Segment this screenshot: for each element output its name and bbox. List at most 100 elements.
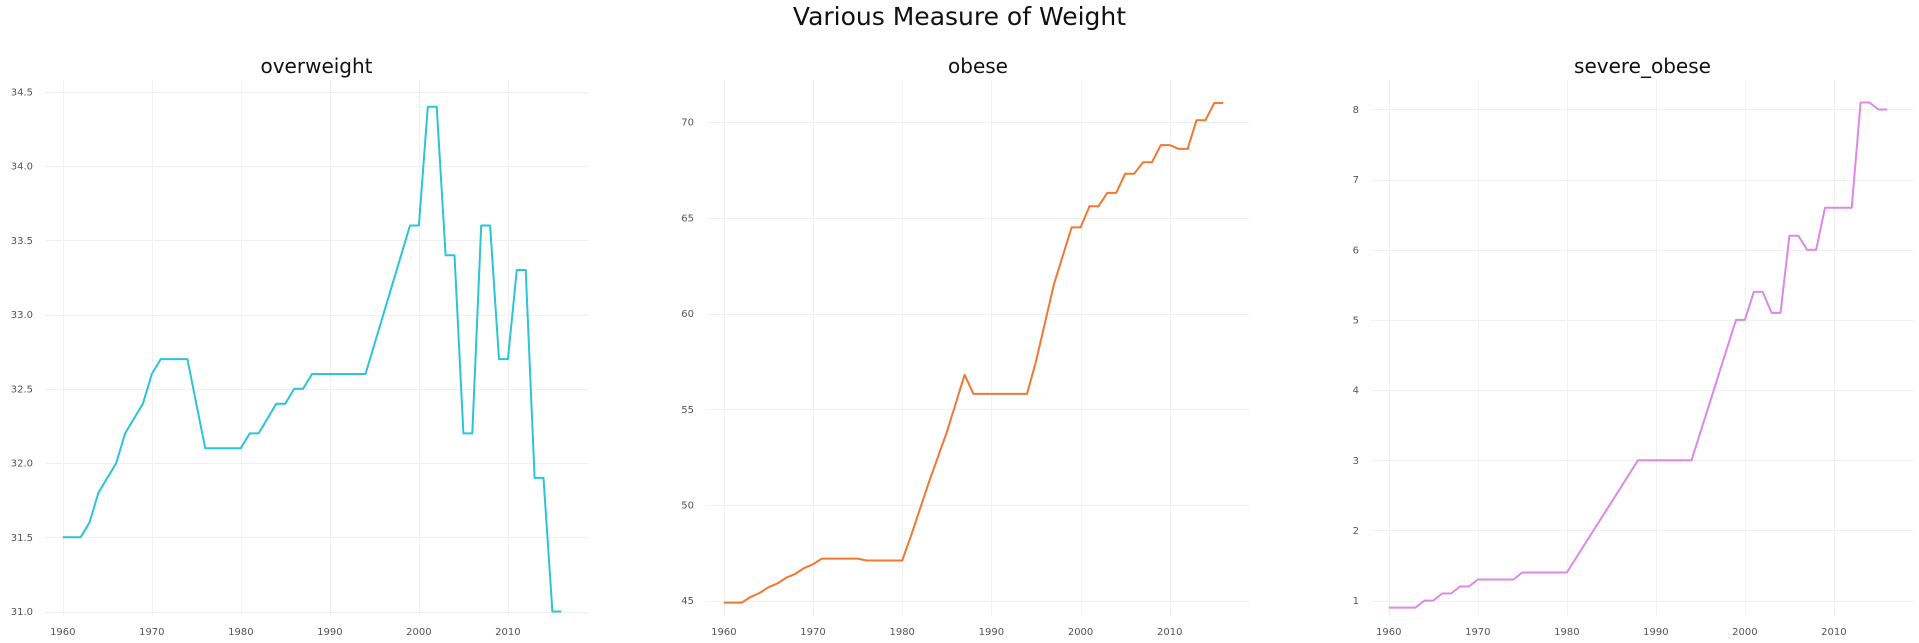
- data-point: [444, 253, 448, 257]
- data-point: [873, 559, 877, 563]
- y-tick-label: 6: [1353, 245, 1359, 256]
- x-tick-label: 2010: [1821, 627, 1846, 638]
- data-point: [417, 224, 421, 228]
- data-point: [1052, 283, 1056, 287]
- data-point: [820, 557, 824, 561]
- y-tick-label: 33.0: [11, 310, 33, 321]
- y-tick-label: 8: [1353, 105, 1359, 116]
- data-point: [865, 559, 869, 563]
- data-point: [1547, 571, 1551, 575]
- data-point: [488, 224, 492, 228]
- y-tick-label: 60: [681, 309, 694, 320]
- data-point: [1770, 311, 1774, 315]
- x-tick-label: 2010: [1157, 627, 1182, 638]
- data-point: [1088, 204, 1092, 208]
- data-point: [811, 562, 815, 566]
- data-point: [758, 591, 762, 595]
- data-point: [1885, 108, 1889, 112]
- data-point: [1186, 147, 1190, 151]
- data-point: [1212, 101, 1216, 105]
- y-tick-label: 32.5: [11, 384, 33, 395]
- data-point: [1529, 571, 1533, 575]
- y-tick-label: 45: [681, 596, 694, 607]
- data-point: [1503, 578, 1507, 582]
- data-point: [292, 387, 296, 391]
- subplot-title: overweight: [260, 54, 372, 78]
- data-point: [847, 557, 851, 561]
- data-point: [310, 372, 314, 376]
- data-point: [766, 585, 770, 589]
- y-tick-label: 2: [1353, 526, 1359, 537]
- data-point: [542, 476, 546, 480]
- data-point: [1690, 458, 1694, 462]
- data-point: [1203, 118, 1207, 122]
- data-point: [972, 392, 976, 396]
- data-point: [257, 431, 261, 435]
- chart-overweight: overweight 1960 1970 1980 1990 2000 2010 31.0 31…: [11, 54, 588, 638]
- series-line: [1388, 101, 1888, 609]
- data-point: [123, 431, 127, 435]
- data-point: [927, 480, 931, 484]
- data-point: [1779, 311, 1783, 315]
- data-point: [1141, 160, 1145, 164]
- y-tick-label: 5: [1353, 315, 1359, 326]
- data-point: [1414, 606, 1418, 610]
- data-point: [1476, 578, 1480, 582]
- data-point: [1761, 290, 1765, 294]
- data-point: [1061, 254, 1065, 258]
- data-point: [954, 402, 958, 406]
- data-point: [722, 601, 726, 605]
- data-point: [1043, 321, 1047, 325]
- data-point: [1132, 172, 1136, 176]
- y-tick-label: 3: [1353, 456, 1359, 467]
- data-point: [497, 357, 501, 361]
- data-point: [301, 387, 305, 391]
- data-point: [1485, 578, 1489, 582]
- data-point: [963, 373, 967, 377]
- data-point: [470, 431, 474, 435]
- data-point: [1168, 143, 1172, 147]
- data-point: [1105, 191, 1109, 195]
- chart-obese: obese 1960 1970 1980 1990 2000 2010 45 50 55 60 65 7…: [681, 54, 1250, 638]
- data-point: [1007, 392, 1011, 396]
- x-tick-label: 1960: [50, 627, 75, 638]
- data-point: [1025, 392, 1029, 396]
- data-point: [1868, 101, 1872, 105]
- data-point: [515, 268, 519, 272]
- x-tick-label: 1990: [1643, 627, 1668, 638]
- data-point: [435, 105, 439, 109]
- series-line: [723, 102, 1224, 604]
- data-point: [88, 521, 92, 525]
- data-point: [1123, 172, 1127, 176]
- data-point: [1114, 191, 1118, 195]
- data-point: [239, 446, 243, 450]
- data-point: [461, 431, 465, 435]
- data-point: [185, 357, 189, 361]
- data-point: [1636, 458, 1640, 462]
- data-point: [918, 507, 922, 511]
- data-point: [1511, 578, 1515, 582]
- data-point: [479, 224, 483, 228]
- data-point: [981, 392, 985, 396]
- data-point: [96, 491, 100, 495]
- data-point: [989, 392, 993, 396]
- data-point: [1520, 571, 1524, 575]
- data-point: [61, 535, 65, 539]
- subplot-title: severe_obese: [1574, 54, 1711, 78]
- data-point: [775, 582, 779, 586]
- data-point: [283, 402, 287, 406]
- data-point: [784, 576, 788, 580]
- data-point: [1850, 206, 1854, 210]
- data-point: [1150, 160, 1154, 164]
- data-point: [1034, 359, 1038, 363]
- data-point: [1823, 206, 1827, 210]
- series-line: [62, 105, 562, 613]
- subplot-title: obese: [948, 54, 1008, 78]
- data-point: [1431, 599, 1435, 603]
- x-tick-label: 2000: [406, 627, 431, 638]
- y-tick-label: 1: [1353, 596, 1359, 607]
- data-point: [248, 431, 252, 435]
- x-tick-label: 2000: [1732, 627, 1757, 638]
- data-point: [891, 559, 895, 563]
- data-point: [1752, 290, 1756, 294]
